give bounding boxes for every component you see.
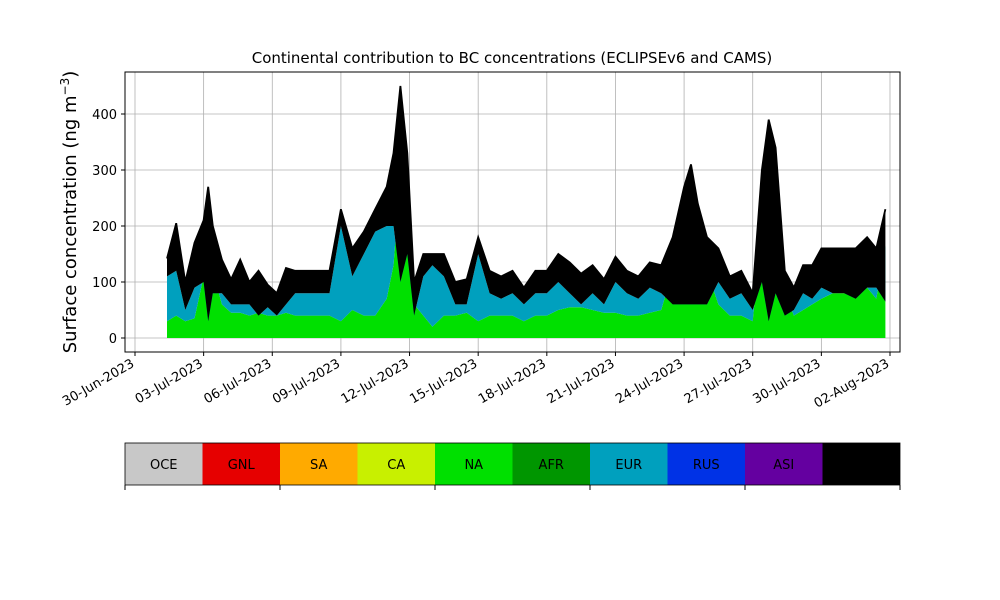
legend-label-na: NA — [464, 458, 483, 473]
x-tick-label: 27-Jul-2023 — [682, 356, 755, 407]
legend-label-ca: CA — [387, 458, 405, 473]
legend-swatch-rus — [667, 443, 745, 485]
chart-title: Continental contribution to BC concentra… — [252, 49, 773, 67]
x-tick-label: 09-Jul-2023 — [270, 356, 343, 407]
legend-label-aus: AUS — [848, 458, 875, 473]
legend-frame — [124, 442, 901, 486]
y-axis-label: Surface concentration (ng m−3) — [58, 71, 81, 354]
y-tick-label: 400 — [92, 108, 117, 123]
legend-label-rus: RUS — [693, 458, 720, 473]
x-tick-label: 21-Jul-2023 — [545, 356, 618, 407]
legend-swatch-gnl — [202, 443, 280, 485]
x-tick-label: 30-Jun-2023 — [60, 356, 137, 409]
legend-label-asi: ASI — [773, 458, 794, 473]
legend: OCE GNL SA CA NA AFR EUR RUS ASI AUS — [124, 442, 901, 490]
area-aus — [167, 86, 886, 322]
x-tick-label: 15-Jul-2023 — [407, 356, 480, 407]
x-tick-label: 12-Jul-2023 — [339, 356, 412, 407]
x-tick-label: 02-Aug-2023 — [812, 356, 892, 411]
plot-frame — [124, 71, 901, 353]
legend-swatch-na — [435, 443, 513, 485]
legend-swatch-asi — [745, 443, 823, 485]
legend-label-oce: OCE — [150, 458, 178, 473]
y-tick-label: 100 — [92, 276, 117, 291]
y-tick-label: 300 — [92, 164, 117, 179]
legend-label-sa: SA — [310, 458, 327, 473]
x-tick-label: 03-Jul-2023 — [133, 356, 206, 407]
y-axis-label-exponent: −3 — [58, 78, 72, 96]
legend-label-gnl: GNL — [228, 458, 256, 473]
y-tick-label: 0 — [109, 332, 117, 347]
y-tick-label: 200 — [92, 220, 117, 235]
legend-label-eur: EUR — [615, 458, 642, 473]
legend-swatch-afr — [512, 443, 590, 485]
legend-swatch-ca — [357, 443, 435, 485]
legend-swatch-oce — [125, 443, 203, 485]
x-tick-label: 24-Jul-2023 — [613, 356, 686, 407]
y-axis-label-main: Surface concentration (ng m — [60, 95, 81, 353]
x-tick-label: 06-Jul-2023 — [201, 356, 274, 407]
legend-swatch-sa — [280, 443, 358, 485]
y-axis-label-close: ) — [60, 71, 81, 78]
legend-label-afr: AFR — [539, 458, 564, 473]
x-tick-label: 18-Jul-2023 — [476, 356, 549, 407]
plot-area: 0 100 200 300 400 30-Jun-202303-Jul-202306-Ju… — [60, 71, 901, 412]
line-aus — [166, 85, 887, 297]
legend-swatch-eur — [590, 443, 668, 485]
legend-swatch-aus — [822, 443, 900, 485]
